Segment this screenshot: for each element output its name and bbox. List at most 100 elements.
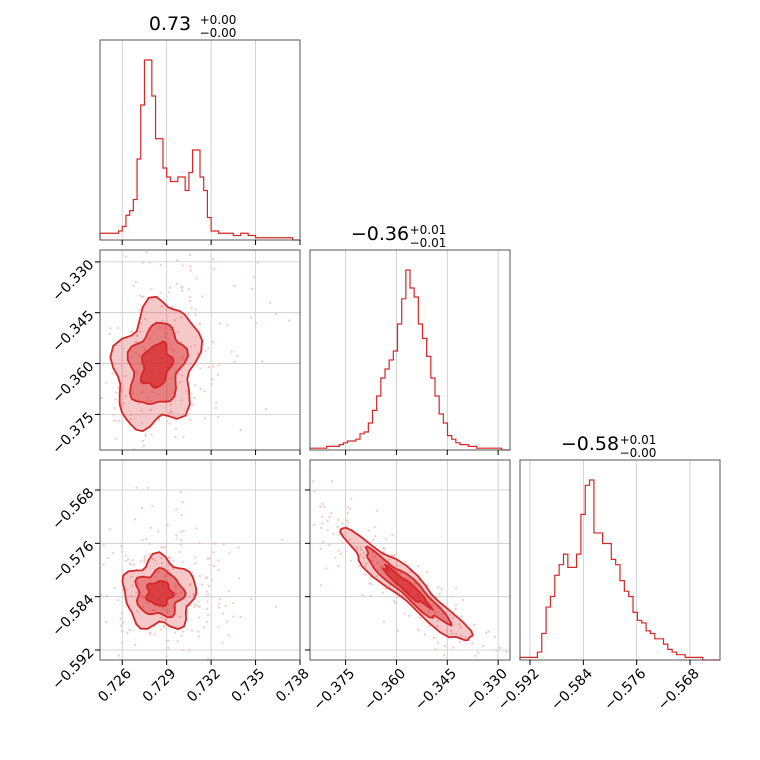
scatter-point [332, 532, 335, 535]
scatter-point [183, 247, 185, 249]
scatter-point [215, 104, 217, 106]
scatter-point [124, 255, 127, 258]
scatter-point [168, 422, 171, 425]
scatter-point [212, 365, 215, 368]
scatter-point [158, 326, 161, 329]
scatter-point [171, 606, 174, 609]
hist-panel-2: −0.58 +0.01−0.00 [519, 433, 721, 665]
scatter-point [181, 374, 184, 377]
param-title-2: −0.58 [561, 433, 619, 455]
scatter-point [133, 518, 136, 521]
scatter-point [140, 421, 144, 424]
scatter-point [432, 636, 436, 639]
y-tick-label: −0.592 [49, 645, 97, 693]
scatter-point [476, 672, 478, 674]
hist-line-1 [309, 269, 510, 451]
scatter-point [149, 632, 152, 636]
scatter-point [227, 590, 231, 593]
scatter-point [511, 662, 513, 664]
scatter-point [189, 254, 192, 257]
scatter-point [255, 321, 258, 325]
scatter-point [217, 602, 221, 605]
scatter-point [138, 294, 141, 297]
scatter-point [172, 453, 174, 455]
scatter-point [274, 605, 277, 608]
scatter-point [133, 563, 136, 566]
scatter-point [222, 612, 225, 615]
scatter-point [145, 251, 148, 254]
scatter-point [193, 396, 196, 399]
scatter-point [171, 306, 174, 309]
scatter-point [115, 391, 118, 394]
scatter-point [124, 395, 127, 398]
scatter-point [195, 527, 198, 530]
scatter-point [36, 480, 38, 482]
scatter-point [122, 402, 126, 405]
scatter-point [523, 698, 525, 700]
scatter-point [224, 604, 227, 607]
scatter-point [138, 355, 141, 358]
scatter-point [197, 635, 200, 638]
panel-frame [99, 459, 301, 661]
scatter-point [179, 591, 183, 594]
scatter-point [143, 559, 146, 562]
scatter-point [180, 289, 184, 293]
scatter-point [172, 559, 175, 562]
scatter-point [194, 308, 198, 311]
scatter-point [124, 554, 128, 557]
scatter-point [187, 312, 190, 316]
scatter-point [169, 556, 172, 559]
scatter-point [139, 330, 142, 333]
x-tick-label: 0.726 [95, 666, 135, 706]
scatter-point [207, 614, 210, 617]
scatter-point [52, 320, 54, 322]
scatter-point [404, 560, 407, 563]
scatter-point [141, 506, 144, 510]
scatter-point [111, 551, 114, 555]
scatter-point [163, 575, 166, 578]
scatter-point [461, 680, 463, 682]
scatter-point [321, 515, 324, 518]
scatter-point [393, 554, 396, 557]
scatter-point [96, 416, 98, 418]
scatter-point [146, 486, 149, 489]
scatter-point [81, 206, 83, 208]
scatter-point [125, 588, 128, 591]
x-tick-label: −0.345 [412, 666, 460, 714]
scatter-point [122, 621, 125, 624]
scatter-point [190, 392, 193, 395]
scatter-point [341, 541, 344, 545]
scatter-point [212, 551, 215, 554]
scatter-point [178, 666, 180, 668]
scatter-point [105, 621, 108, 624]
scatter-point [371, 559, 374, 563]
scatter-point [338, 533, 341, 536]
param-title-plus-2: +0.01 [620, 433, 657, 447]
scatter-point [168, 291, 171, 294]
scatter-point [157, 418, 161, 421]
scatter-point [350, 497, 353, 501]
scatter-point [221, 641, 224, 644]
scatter-point [434, 648, 437, 651]
scatter-point [358, 564, 361, 567]
scatter-point [131, 559, 134, 562]
hist-line-2 [519, 479, 720, 661]
scatter-point [131, 389, 134, 392]
scatter-point [237, 577, 241, 580]
scatter-point [226, 691, 228, 693]
scatter-point [217, 559, 220, 562]
scatter-point [205, 607, 209, 611]
scatter-point [232, 615, 235, 618]
panel-frame [519, 459, 721, 661]
scatter-point [536, 738, 538, 740]
scatter-point [228, 552, 231, 555]
scatter-point [115, 437, 118, 440]
scatter-point [348, 507, 352, 510]
scatter-point [151, 608, 154, 612]
scatter-point [193, 344, 196, 347]
scatter-point [160, 561, 163, 564]
scatter-point [395, 564, 398, 567]
scatter-point [180, 513, 183, 517]
scatter-point [144, 434, 147, 438]
scatter-point [312, 523, 316, 526]
